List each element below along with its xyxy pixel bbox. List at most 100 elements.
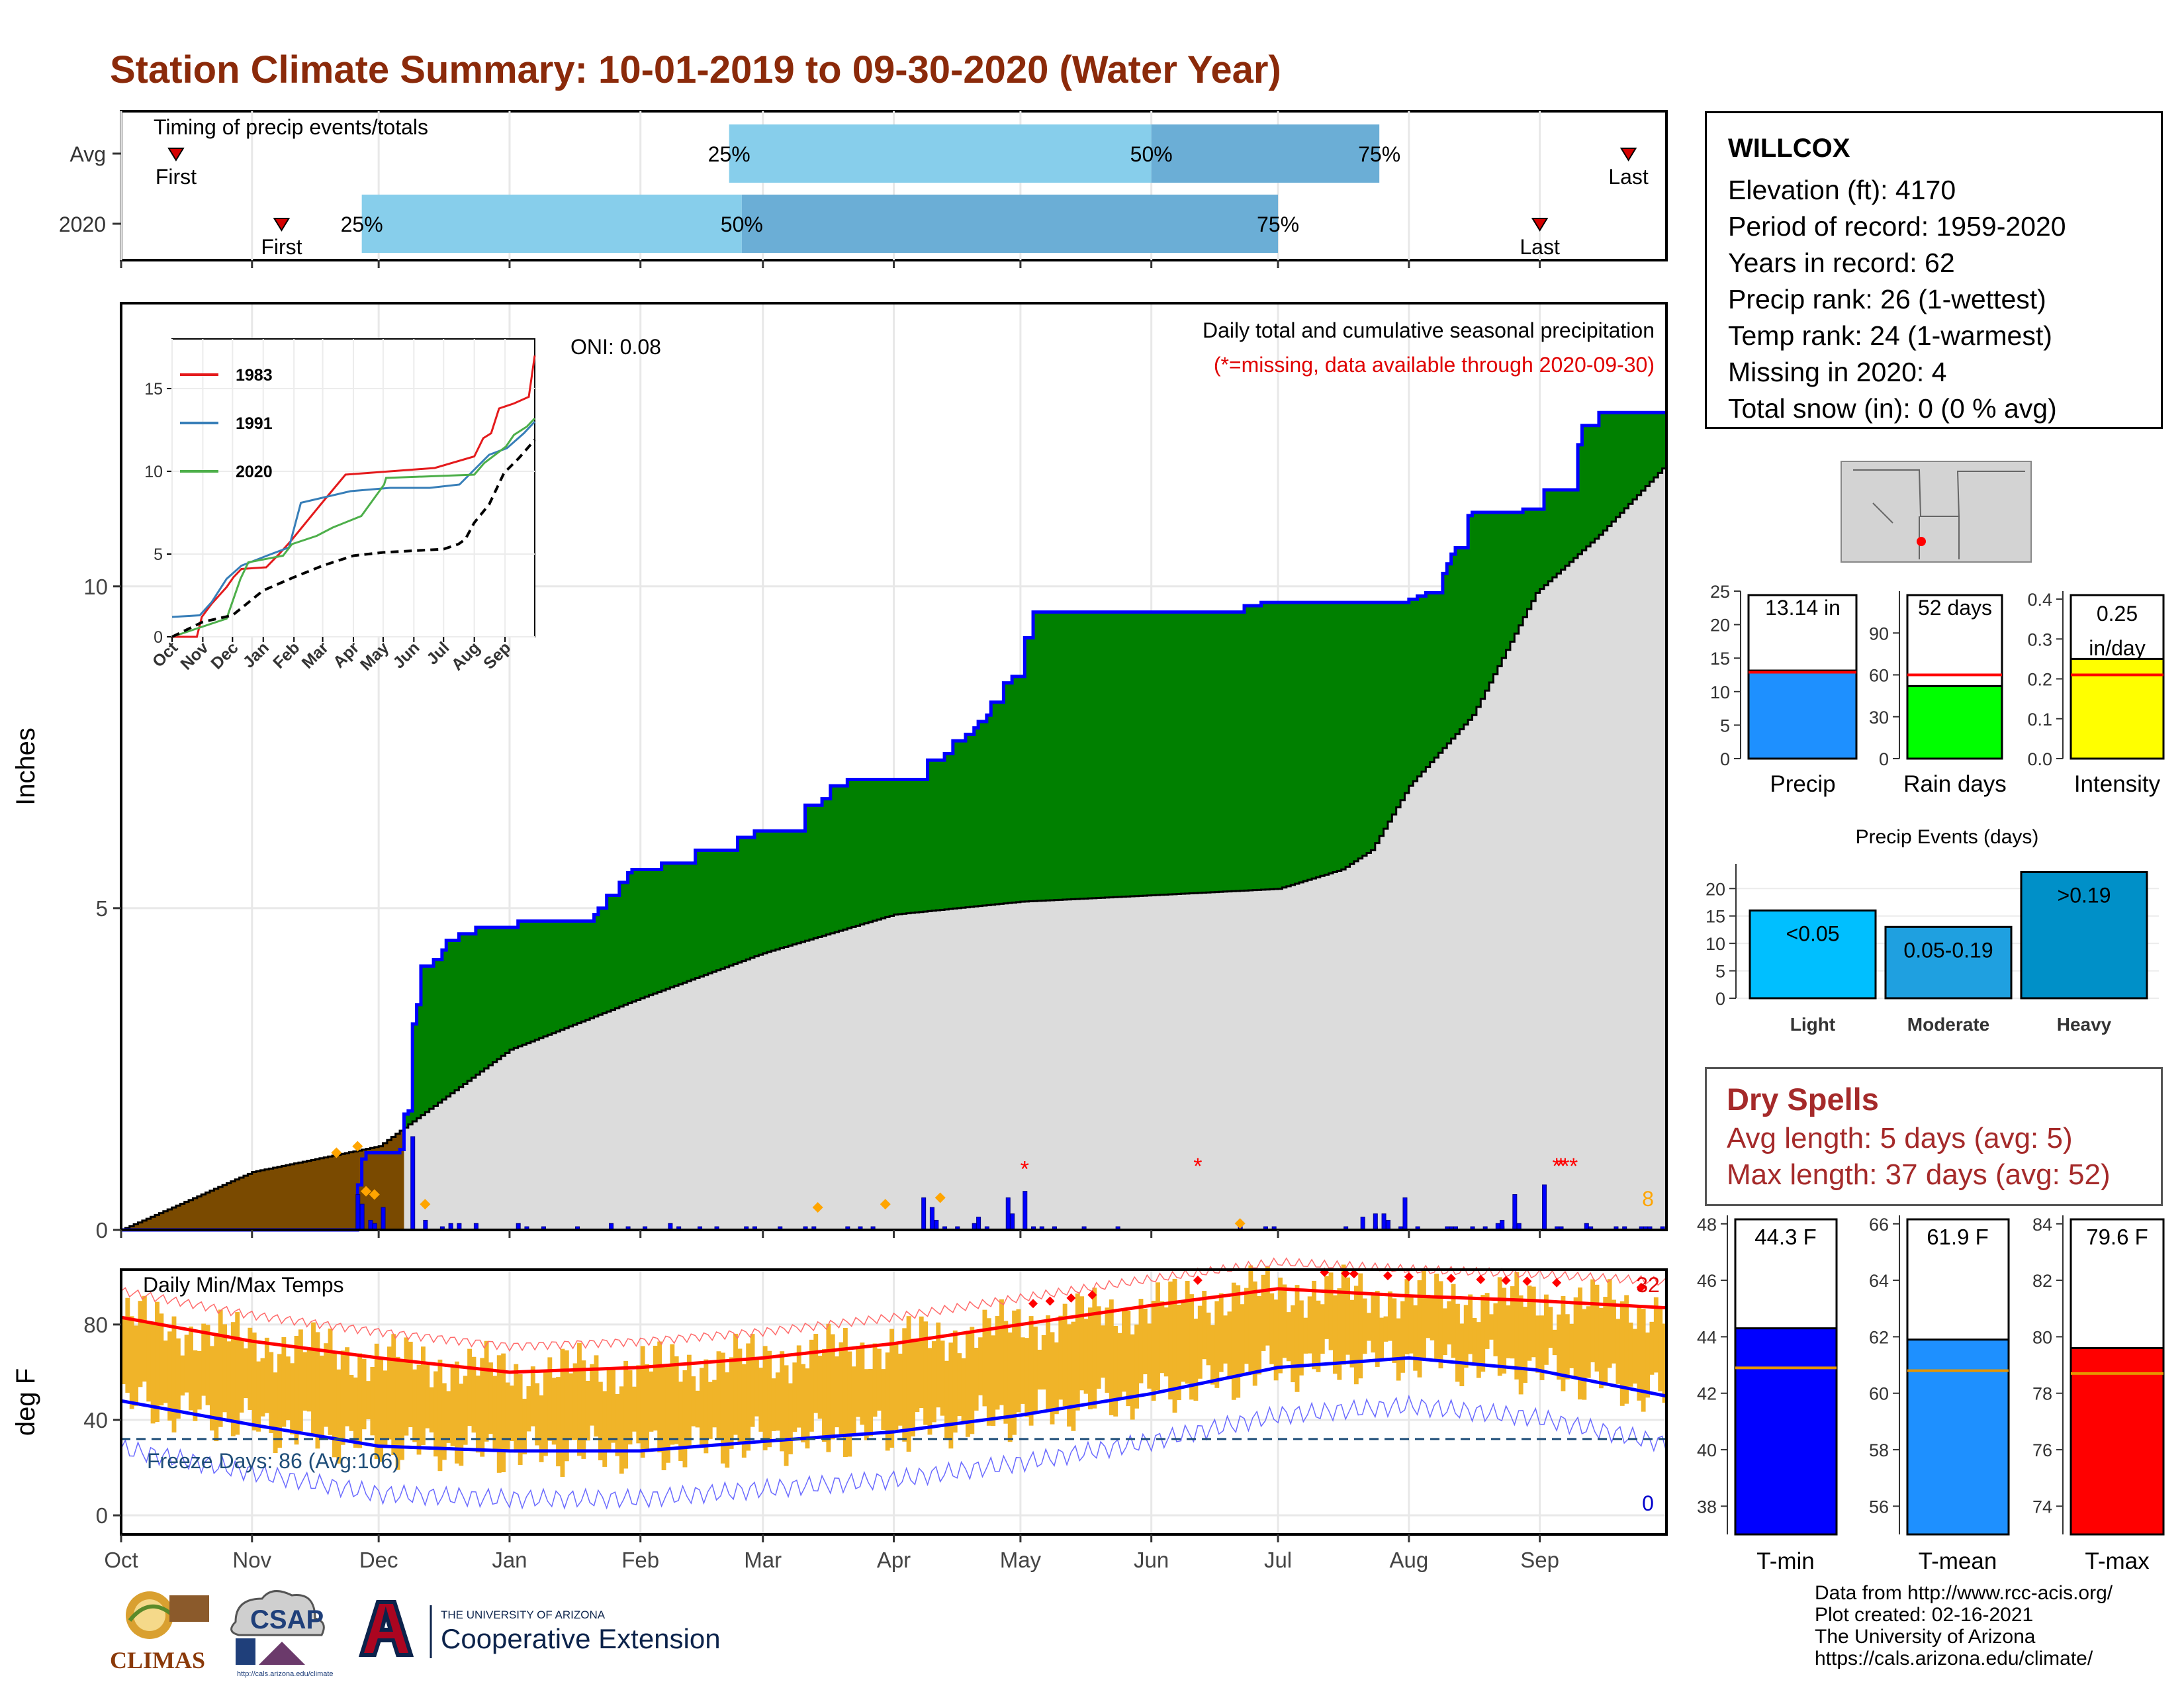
daily-temp-bar	[801, 1364, 806, 1442]
daily-temp-bar	[277, 1354, 282, 1448]
daily-temp-bar	[408, 1341, 413, 1427]
daily-temp-bar	[746, 1343, 751, 1451]
daily-temp-bar	[1379, 1317, 1385, 1360]
daily-temp-bar	[244, 1348, 248, 1399]
events-y-tick-label: 5	[1715, 962, 1725, 982]
daily-temp-bar	[585, 1380, 590, 1441]
daily-temp-bar	[729, 1357, 734, 1449]
timing-pct-label: 50%	[1130, 142, 1173, 166]
timing-bar-50-75	[1151, 124, 1380, 183]
timing-pct-label: 25%	[341, 212, 383, 236]
gauge-y-tick-label: 66	[1869, 1215, 1889, 1235]
daily-temp-bar	[885, 1352, 890, 1451]
daily-temp-bar	[1328, 1272, 1334, 1350]
daily-temp-bar	[1400, 1301, 1405, 1373]
daily-temp-bar	[1142, 1308, 1148, 1375]
daily-temp-bar	[302, 1352, 308, 1411]
daily-temp-bar	[754, 1360, 759, 1417]
daily-temp-bar	[496, 1355, 502, 1473]
gauge-y-tick-label: 56	[1869, 1497, 1889, 1517]
temp-y-tick-label: 0	[96, 1503, 108, 1528]
tmax-label: 79.6 F	[2086, 1225, 2148, 1249]
daily-temp-bar	[1163, 1307, 1169, 1377]
daily-temp-bar	[1552, 1329, 1557, 1356]
month-axis-label: Aug	[1389, 1548, 1428, 1572]
month-axis-label: Feb	[621, 1548, 659, 1572]
gauge-y-tick-label: 76	[2032, 1440, 2052, 1460]
daily-temp-bar	[780, 1351, 785, 1452]
daily-temp-bar	[1223, 1315, 1228, 1364]
daily-temp-bar	[167, 1331, 173, 1421]
daily-temp-bar	[1523, 1307, 1527, 1383]
events-title: Precip Events (days)	[1856, 826, 2039, 848]
daily-temp-bar	[251, 1333, 257, 1430]
intensity-unit-label: in/day	[2089, 636, 2145, 660]
gauge-y-tick-label: 0.0	[2027, 749, 2052, 769]
daily-temp-bar	[771, 1378, 776, 1431]
events-y-tick-label: 0	[1715, 989, 1725, 1009]
daily-temp-bar	[319, 1355, 324, 1440]
missing-count-label: 8	[1642, 1187, 1654, 1211]
daily-temp-bar	[1236, 1285, 1241, 1398]
gauge-y-tick-label: 20	[1710, 616, 1730, 635]
daily-temp-bar	[1087, 1307, 1093, 1410]
csap-text: CSAP	[250, 1605, 324, 1634]
daily-temp-bar	[1016, 1309, 1021, 1413]
daily-temp-bar	[404, 1337, 409, 1436]
daily-temp-bar	[1637, 1305, 1642, 1401]
daily-temp-bar	[636, 1365, 641, 1444]
gauge-y-tick-label: 42	[1697, 1384, 1717, 1404]
daily-temp-bar	[1024, 1338, 1030, 1417]
daily-temp-bar	[1615, 1319, 1621, 1384]
record-high-marker	[1383, 1271, 1392, 1281]
daily-precip-bar	[934, 1219, 939, 1231]
daily-temp-bar	[260, 1358, 265, 1417]
record-low-count: 0	[1642, 1491, 1654, 1515]
daily-temp-bar	[961, 1358, 966, 1422]
daily-temp-bar	[230, 1322, 236, 1436]
daily-temp-bar	[357, 1353, 363, 1448]
daily-temp-bar	[1181, 1302, 1186, 1382]
daily-temp-bar	[1117, 1333, 1122, 1399]
events-bar	[2020, 870, 2148, 1000]
daily-temp-bar	[1649, 1321, 1655, 1375]
daily-temp-bar	[1628, 1322, 1633, 1387]
events-y-tick-label: 20	[1706, 879, 1725, 899]
daily-temp-bar	[1012, 1310, 1017, 1435]
month-axis-label: Oct	[104, 1548, 138, 1572]
daily-precip-bar	[1010, 1213, 1015, 1231]
daily-temp-bar	[1632, 1329, 1637, 1384]
precip-event-diamond	[352, 1141, 363, 1152]
precip-event-diamond	[369, 1189, 380, 1200]
daily-temp-bar	[395, 1356, 400, 1470]
daily-temp-bar	[370, 1366, 375, 1436]
daily-temp-bar	[1375, 1290, 1380, 1367]
daily-temp-bar	[750, 1334, 755, 1427]
daily-temp-bar	[864, 1369, 869, 1440]
gauge-y-tick-label: 38	[1697, 1497, 1717, 1517]
daily-temp-bar	[1261, 1274, 1266, 1351]
gauge-y-tick-label: 48	[1697, 1215, 1717, 1235]
daily-temp-bar	[526, 1386, 531, 1432]
daily-temp-bar	[564, 1350, 569, 1462]
daily-temp-bar	[1371, 1292, 1376, 1353]
daily-temp-bar	[1324, 1276, 1330, 1339]
station-missing: Missing in 2020: 4	[1728, 357, 1947, 387]
timing-pct-label: 75%	[1358, 142, 1400, 166]
dry-spells-box: Dry Spells Avg length: 5 days (avg: 5) M…	[1705, 1067, 2163, 1206]
daily-temp-bar	[1202, 1291, 1207, 1360]
daily-temp-bar	[691, 1376, 696, 1427]
daily-temp-bar	[463, 1376, 468, 1445]
daily-temp-bar	[366, 1381, 371, 1419]
timing-row-label: 2020	[59, 212, 106, 236]
daily-precip-bar	[368, 1219, 373, 1231]
intensity-category: Intensity	[2074, 771, 2161, 797]
gauge-y-tick-label: 60	[1869, 666, 1889, 686]
daily-temp-bar	[1286, 1312, 1291, 1362]
credits: Data from http://www.rcc-acis.org/ Plot …	[1815, 1582, 2113, 1669]
daily-temp-bar	[1244, 1288, 1249, 1364]
month-axis-label: Nov	[232, 1548, 271, 1572]
daily-temp-bar	[1619, 1301, 1625, 1406]
daily-temp-bar	[256, 1361, 261, 1432]
daily-temp-bar	[931, 1341, 936, 1423]
